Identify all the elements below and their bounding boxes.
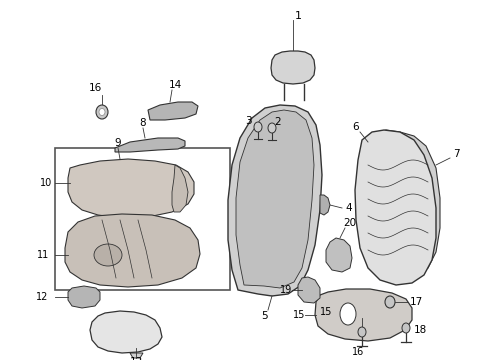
Text: 8: 8: [140, 118, 147, 128]
Polygon shape: [130, 353, 143, 358]
Text: 4: 4: [345, 203, 352, 213]
Text: 5: 5: [261, 311, 268, 321]
Text: 10: 10: [40, 178, 52, 188]
Ellipse shape: [99, 108, 105, 116]
Polygon shape: [315, 289, 412, 341]
Text: 20: 20: [343, 218, 357, 228]
Text: 9: 9: [115, 138, 122, 148]
Polygon shape: [320, 195, 330, 215]
Text: 11: 11: [37, 250, 49, 260]
Polygon shape: [172, 165, 188, 212]
Text: 16: 16: [352, 347, 364, 357]
Text: 13: 13: [129, 357, 143, 360]
Text: 17: 17: [409, 297, 423, 307]
Polygon shape: [228, 105, 322, 296]
Text: 3: 3: [245, 116, 251, 126]
Polygon shape: [68, 286, 100, 308]
Text: 1: 1: [294, 11, 301, 21]
Polygon shape: [355, 130, 436, 285]
Polygon shape: [271, 51, 315, 84]
Text: 14: 14: [169, 80, 182, 90]
Ellipse shape: [268, 123, 276, 133]
Polygon shape: [68, 159, 194, 218]
Polygon shape: [90, 311, 162, 353]
Text: 18: 18: [414, 325, 427, 335]
Ellipse shape: [340, 303, 356, 325]
Ellipse shape: [402, 323, 410, 333]
Text: 19: 19: [280, 285, 292, 295]
Text: 2: 2: [275, 117, 281, 127]
Text: 7: 7: [453, 149, 459, 159]
Ellipse shape: [254, 122, 262, 132]
Polygon shape: [148, 102, 198, 120]
Polygon shape: [357, 130, 440, 278]
Text: 6: 6: [353, 122, 359, 132]
Ellipse shape: [96, 105, 108, 119]
Polygon shape: [65, 214, 200, 287]
Text: 15: 15: [320, 307, 332, 317]
Polygon shape: [115, 138, 185, 152]
Ellipse shape: [358, 327, 366, 337]
Text: 16: 16: [88, 83, 101, 93]
Polygon shape: [236, 110, 314, 288]
Polygon shape: [298, 277, 320, 303]
Text: 15: 15: [293, 310, 305, 320]
Text: 12: 12: [36, 292, 48, 302]
Ellipse shape: [385, 296, 395, 308]
Ellipse shape: [94, 244, 122, 266]
Polygon shape: [326, 238, 352, 272]
